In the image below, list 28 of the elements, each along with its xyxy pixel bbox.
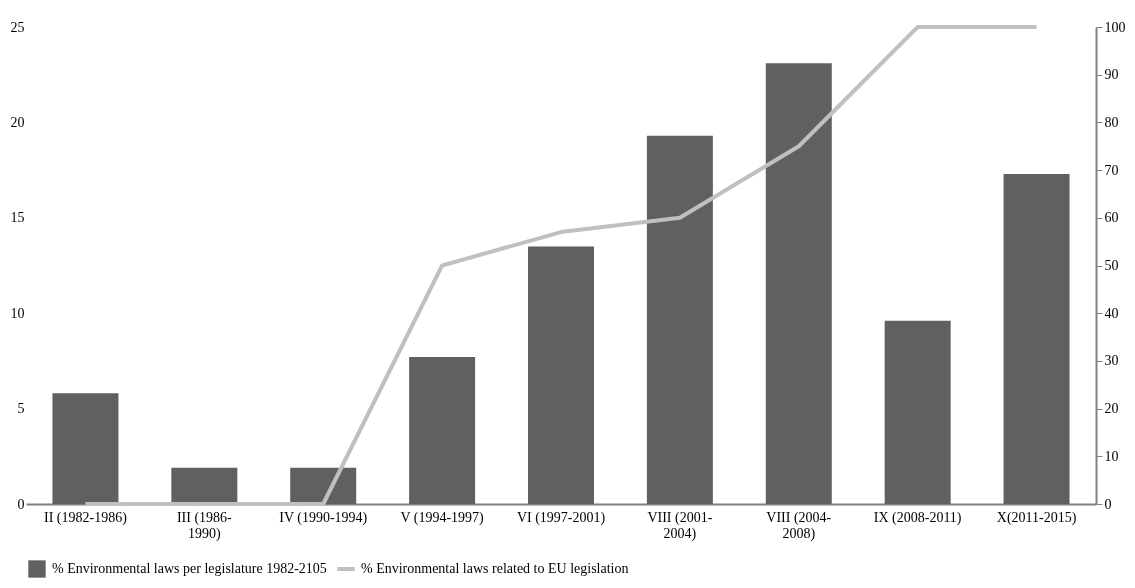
y2-tick-label: 90 bbox=[1104, 67, 1119, 83]
x-tick-label: VI (1997-2001) bbox=[516, 509, 606, 526]
x-tick-label: IV (1990-1994) bbox=[279, 509, 368, 526]
x-tick-label: IX (2008-2011) bbox=[873, 509, 962, 526]
legend-label: % Environmental laws per legislature 1982-2105 bbox=[52, 561, 327, 576]
x-tick-label: II (1982-1986) bbox=[44, 509, 128, 526]
y2-tick-label: 30 bbox=[1104, 353, 1119, 369]
y2-tick-label: 50 bbox=[1104, 258, 1119, 273]
y2-tick-label: 40 bbox=[1104, 305, 1119, 321]
x-tick-label: X(2011-2015) bbox=[996, 509, 1077, 526]
y2-tick-label: 10 bbox=[1104, 448, 1119, 464]
y-tick-label: 0 bbox=[17, 496, 25, 512]
x-tick-label: III (1986-1990) bbox=[176, 509, 233, 542]
y2-tick-label: 0 bbox=[1104, 496, 1112, 512]
x-tick-label: VIII (2001-2004) bbox=[647, 509, 713, 542]
x-tick-label: V (1994-1997) bbox=[400, 509, 485, 526]
y2-tick-label: 20 bbox=[1104, 401, 1119, 417]
x-tick-label: VIII (2004-2008) bbox=[766, 509, 832, 542]
y-tick-label: 25 bbox=[10, 19, 25, 35]
y-tick-label: 5 bbox=[17, 401, 25, 417]
legend-label: % Environmental laws related to EU legislation bbox=[361, 561, 629, 576]
y2-tick-label: 60 bbox=[1104, 210, 1119, 226]
y-tick-label: 15 bbox=[10, 210, 25, 226]
y2-tick-label: 100 bbox=[1104, 19, 1126, 35]
y2-tick-label: 80 bbox=[1104, 114, 1119, 130]
y-tick-label: 20 bbox=[10, 114, 25, 130]
y2-tick-label: 70 bbox=[1104, 162, 1119, 178]
y-tick-label: 10 bbox=[10, 305, 25, 321]
